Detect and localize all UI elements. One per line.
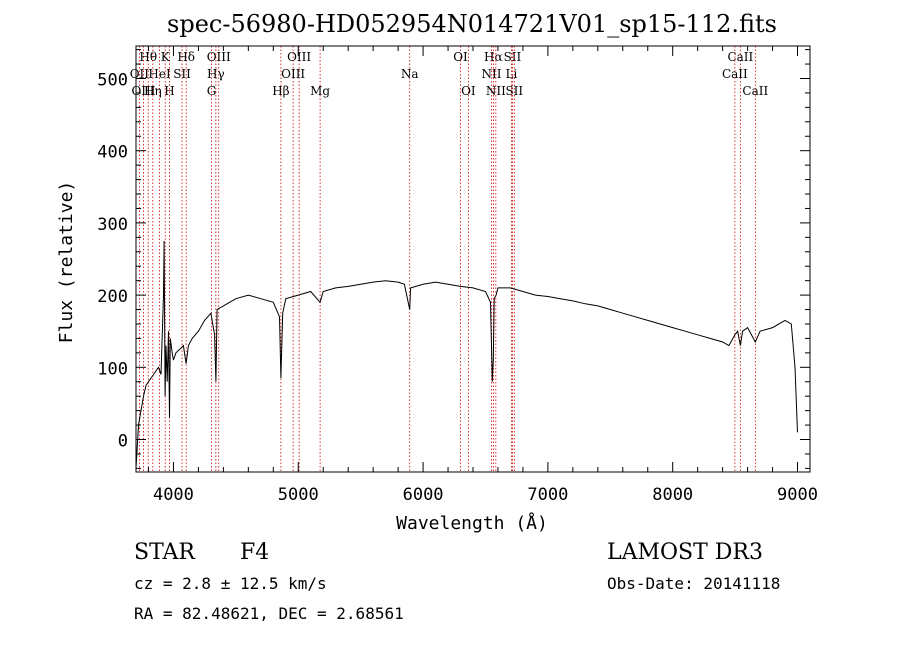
spectral-line-label: Hθ [139,50,157,64]
y-axis-label: Flux (relative) [56,181,77,344]
spectral-line-label: OIII [281,67,305,81]
x-tick-label: 5000 [278,485,319,505]
y-tick-label: 300 [97,215,128,235]
spectral-line-label: OIII [207,50,231,64]
spectral-line-label: Hα [484,50,503,64]
x-tick-label: 6000 [403,485,444,505]
spectral-line-label: K [161,50,171,64]
spectral-line-label: Hδ [177,50,195,64]
spectral-line-label: Na [401,67,419,81]
x-tick-label: 7000 [527,485,568,505]
spectral-line-label: CaII [727,50,753,64]
x-axis-label: Wavelength (Å) [396,512,548,534]
chart-title: spec-56980-HD052954N014721V01_sp15-112.f… [167,10,777,38]
spectral-line-label: H [164,84,174,98]
spectral-line-label: OI [461,84,476,98]
spectral-line-label: NII [481,67,501,81]
spectral-line-label: SII [173,67,191,81]
redshift-cz: cz = 2.8 ± 12.5 km/s [134,574,327,593]
y-tick-label: 200 [97,287,128,307]
object-subclass: F4 [240,540,270,565]
spectral-line-label: Hβ [272,84,289,98]
spectral-line-label: OIII [287,50,311,64]
object-class: STAR [134,540,195,565]
spectral-line-label: SII [505,84,523,98]
spectrum-chart: spec-56980-HD052954N014721V01_sp15-112.f… [56,10,818,534]
obs-date: Obs-Date: 20141118 [607,574,781,593]
survey-name: LAMOST DR3 [607,540,763,565]
x-tick-label: 4000 [153,485,194,505]
x-tick-label: 8000 [652,485,693,505]
spectral-line-label: OII [130,67,150,81]
spectral-line-label: Hη [144,84,162,98]
x-tick-label: 9000 [777,485,818,505]
spectral-line-label: OI [453,50,468,64]
spectral-line-label: CaII [722,67,748,81]
plot-frame [135,45,811,473]
y-tick-label: 100 [97,359,128,379]
spectrum-line [135,240,798,469]
spectral-line-label: HeI [148,67,171,81]
spectral-line-label: SII [504,50,522,64]
spectral-line-label: G [207,84,217,98]
y-tick-label: 500 [97,70,128,90]
spectral-line-label: OIII [131,84,155,98]
spectral-line-label: NII [486,84,506,98]
spectral-line-label: Hγ [207,67,225,81]
spectral-line-label: Li [506,67,518,81]
y-tick-label: 400 [97,143,128,163]
spectral-line-label: CaII [742,84,768,98]
y-tick-label: 0 [118,432,128,452]
spectral-line-label: Mg [310,84,330,98]
coordinates: RA = 82.48621, DEC = 2.68561 [134,604,404,623]
